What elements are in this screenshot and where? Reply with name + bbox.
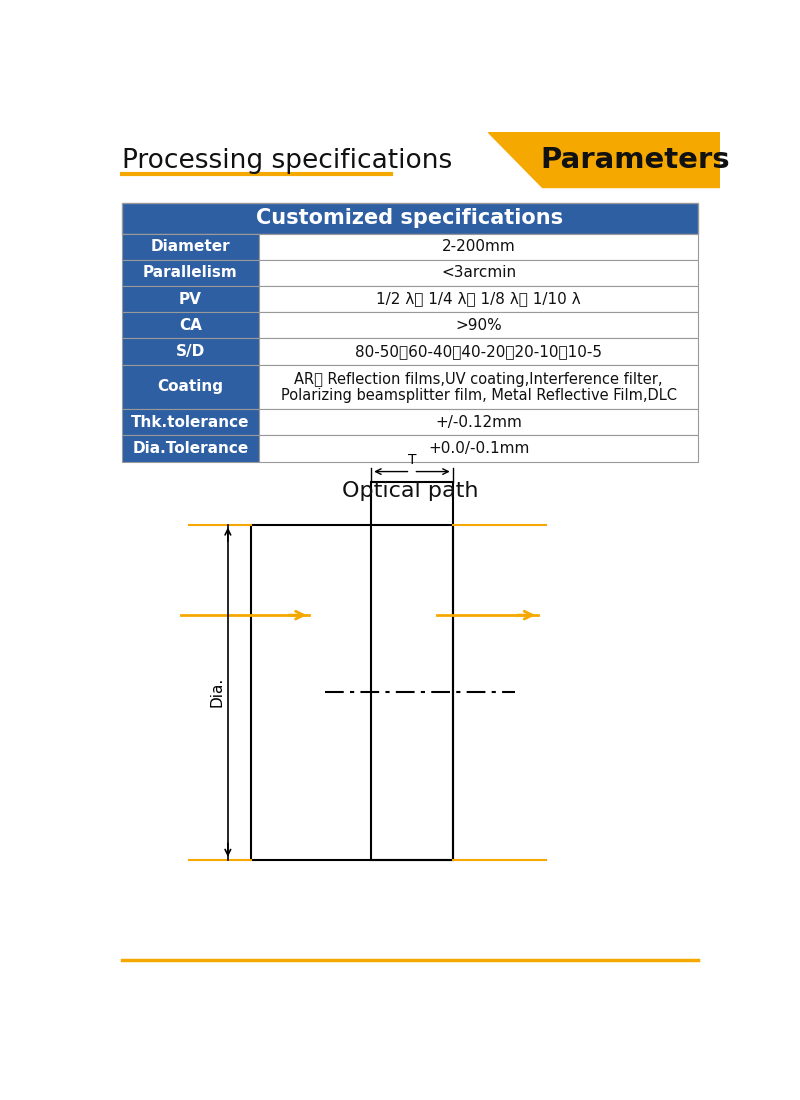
Text: Parameters: Parameters xyxy=(540,145,730,174)
Bar xyxy=(259,233,698,260)
Text: Customized specifications: Customized specifications xyxy=(257,208,563,228)
Text: Diameter: Diameter xyxy=(150,239,230,254)
Bar xyxy=(122,436,259,462)
Bar xyxy=(259,436,698,462)
Text: Polarizing beamsplitter film, Metal Reflective Film,DLC: Polarizing beamsplitter film, Metal Refl… xyxy=(281,388,677,404)
Text: Dia.Tolerance: Dia.Tolerance xyxy=(132,441,249,456)
Text: CA: CA xyxy=(179,318,202,333)
Text: 1/2 λ、 1/4 λ、 1/8 λ、 1/10 λ: 1/2 λ、 1/4 λ、 1/8 λ、 1/10 λ xyxy=(376,292,581,307)
Text: Optical path: Optical path xyxy=(342,481,478,500)
Text: AR、 Reflection films,UV coating,Interference filter,: AR、 Reflection films,UV coating,Interfer… xyxy=(294,372,663,387)
Bar xyxy=(371,482,453,860)
Bar xyxy=(122,233,259,260)
Text: >90%: >90% xyxy=(455,318,502,333)
Text: Parallelism: Parallelism xyxy=(143,265,238,280)
Text: Dia.: Dia. xyxy=(210,676,225,707)
Text: Coating: Coating xyxy=(158,379,223,395)
Bar xyxy=(122,339,259,364)
Text: Thk.tolerance: Thk.tolerance xyxy=(131,415,250,430)
Bar xyxy=(122,286,259,312)
Text: Processing specifications: Processing specifications xyxy=(122,148,452,174)
Bar xyxy=(259,409,698,436)
Bar xyxy=(251,525,453,860)
Text: PV: PV xyxy=(179,292,202,307)
Text: T: T xyxy=(408,453,416,466)
Bar xyxy=(259,286,698,312)
Text: 2-200mm: 2-200mm xyxy=(442,239,515,254)
Text: 80-50、60-40、40-20、20-10、10-5: 80-50、60-40、40-20、20-10、10-5 xyxy=(355,344,602,359)
Bar xyxy=(259,364,698,409)
Bar xyxy=(122,260,259,286)
Text: <3arcmin: <3arcmin xyxy=(441,265,516,280)
Bar xyxy=(259,312,698,339)
Text: +/-0.12mm: +/-0.12mm xyxy=(435,415,522,430)
Bar xyxy=(122,312,259,339)
Bar xyxy=(122,202,698,233)
Bar xyxy=(259,260,698,286)
Bar xyxy=(122,409,259,436)
Text: S/D: S/D xyxy=(176,344,205,359)
Polygon shape xyxy=(487,132,720,187)
Bar xyxy=(122,364,259,409)
Text: +0.0/-0.1mm: +0.0/-0.1mm xyxy=(428,441,530,456)
Bar xyxy=(259,339,698,364)
